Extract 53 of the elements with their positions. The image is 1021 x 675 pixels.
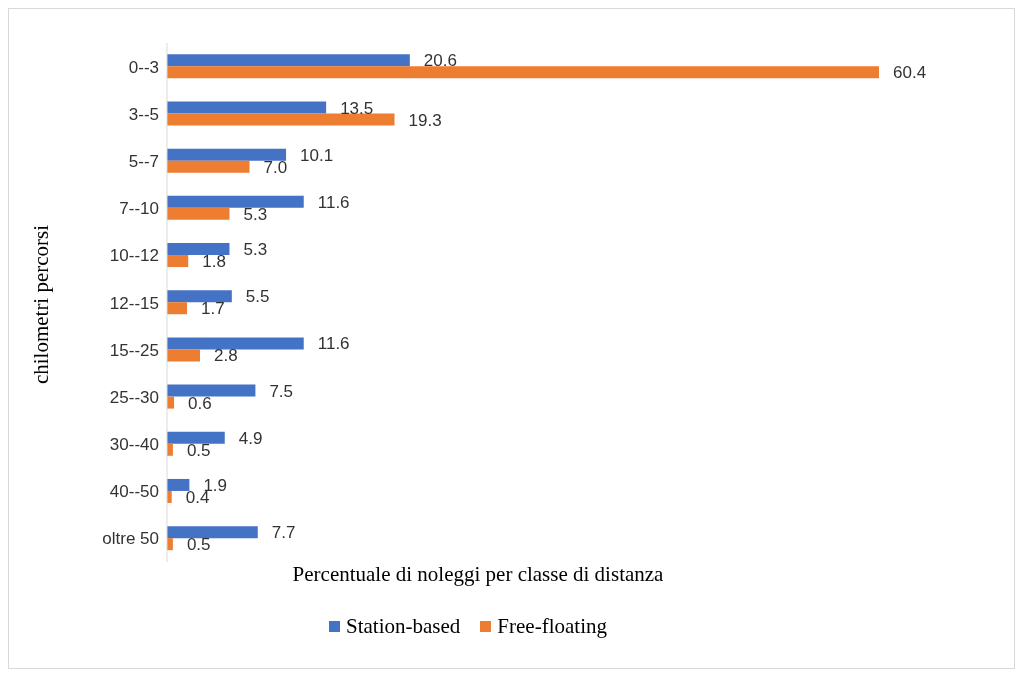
bar bbox=[167, 195, 304, 208]
data-label: 5.3 bbox=[243, 204, 268, 224]
y-tick-label: 40--50 bbox=[109, 482, 159, 502]
y-tick-label: 0--3 bbox=[128, 57, 159, 77]
data-label: 5.5 bbox=[245, 287, 270, 307]
y-axis-title: chilometri percorsi bbox=[29, 224, 55, 384]
data-label: 11.6 bbox=[317, 334, 350, 354]
data-label: 7.7 bbox=[271, 523, 296, 543]
bar bbox=[167, 160, 250, 173]
y-tick-label: 10--12 bbox=[109, 246, 159, 266]
bar bbox=[167, 207, 230, 220]
bar bbox=[167, 148, 287, 161]
data-label: 20.6 bbox=[423, 51, 457, 71]
bar bbox=[167, 290, 232, 303]
bar bbox=[167, 255, 189, 268]
bar bbox=[167, 302, 188, 315]
data-label: 19.3 bbox=[408, 110, 442, 130]
data-label: 7.0 bbox=[263, 157, 288, 177]
y-tick-label: oltre 50 bbox=[102, 529, 159, 549]
legend-label: Free-floating bbox=[497, 614, 607, 639]
data-label: 0.6 bbox=[188, 393, 212, 413]
data-label: 11.6 bbox=[317, 192, 350, 212]
bar bbox=[167, 384, 256, 397]
y-tick-label: 25--30 bbox=[109, 387, 159, 407]
bar bbox=[167, 526, 258, 539]
y-tick-label: 3--5 bbox=[128, 104, 159, 124]
legend-label: Station-based bbox=[346, 614, 461, 639]
data-label: 0.5 bbox=[186, 440, 211, 460]
data-label: 10.1 bbox=[300, 145, 334, 165]
x-axis-title: Percentuale di noleggi per classe di distanza bbox=[291, 562, 665, 587]
bar bbox=[167, 431, 225, 444]
y-tick-label: 5--7 bbox=[128, 151, 159, 171]
bar bbox=[167, 113, 395, 126]
y-tick-label: 15--25 bbox=[109, 340, 159, 360]
bar bbox=[167, 478, 190, 491]
data-label: 13.5 bbox=[340, 98, 374, 118]
data-label: 2.8 bbox=[214, 346, 238, 366]
data-label: 1.8 bbox=[202, 252, 226, 272]
data-label: 0.5 bbox=[186, 535, 211, 555]
data-label: 1.7 bbox=[201, 299, 225, 319]
bar bbox=[167, 54, 410, 67]
bar bbox=[167, 101, 327, 114]
y-tick-label: 12--15 bbox=[109, 293, 159, 313]
data-label: 60.4 bbox=[893, 63, 927, 83]
bar bbox=[167, 337, 304, 350]
data-label: 4.9 bbox=[238, 428, 263, 448]
bar bbox=[167, 66, 879, 79]
bar bbox=[167, 349, 201, 362]
data-label: 5.3 bbox=[243, 240, 268, 260]
y-tick-label: 30--40 bbox=[109, 435, 159, 455]
data-label: 7.5 bbox=[269, 381, 294, 401]
bar bbox=[167, 243, 230, 256]
y-tick-label: 7--10 bbox=[119, 199, 159, 219]
